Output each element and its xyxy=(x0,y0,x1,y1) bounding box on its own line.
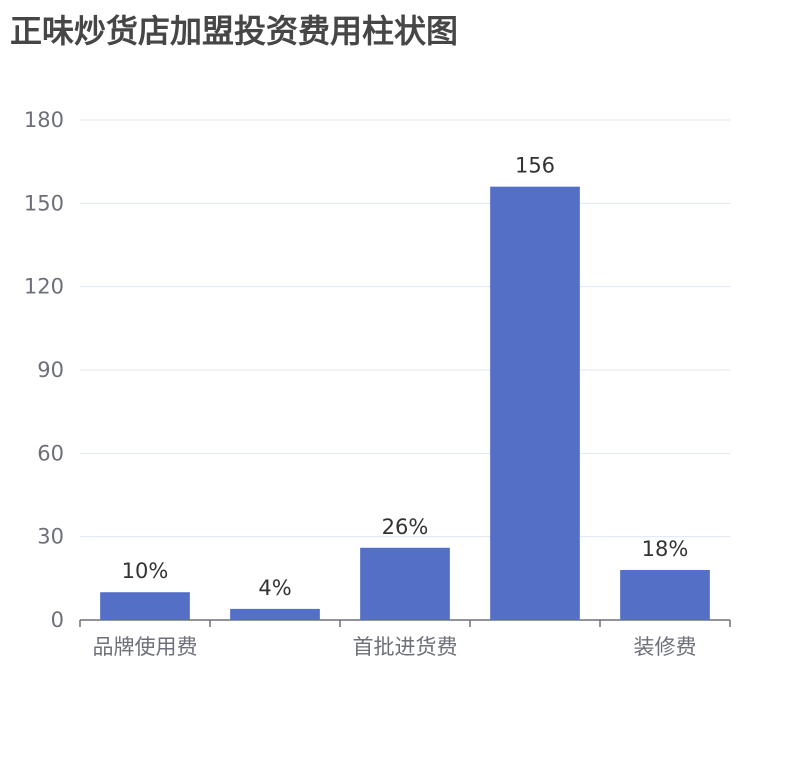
y-tick-label: 120 xyxy=(24,275,64,299)
y-tick-label: 30 xyxy=(37,525,64,549)
data-label: 18% xyxy=(642,537,689,561)
x-tick-label: 品牌使用费 xyxy=(93,635,198,659)
y-tick-label: 150 xyxy=(24,191,64,215)
data-label: 156 xyxy=(515,154,555,178)
x-tick-label: 装修费 xyxy=(634,635,697,659)
bar xyxy=(620,570,710,620)
bar xyxy=(490,186,580,620)
bar xyxy=(360,547,450,620)
y-tick-label: 90 xyxy=(37,358,64,382)
bar xyxy=(230,608,320,620)
data-label: 4% xyxy=(258,576,291,600)
y-tick-label: 180 xyxy=(24,108,64,132)
data-label: 10% xyxy=(122,559,169,583)
chart-title: 正味炒货店加盟投资费用柱状图 xyxy=(10,12,459,50)
data-label: 26% xyxy=(382,515,429,539)
bar xyxy=(100,592,190,620)
y-tick-label: 0 xyxy=(51,608,64,632)
x-tick-label: 首批进货费 xyxy=(353,635,458,659)
y-tick-label: 60 xyxy=(37,441,64,465)
